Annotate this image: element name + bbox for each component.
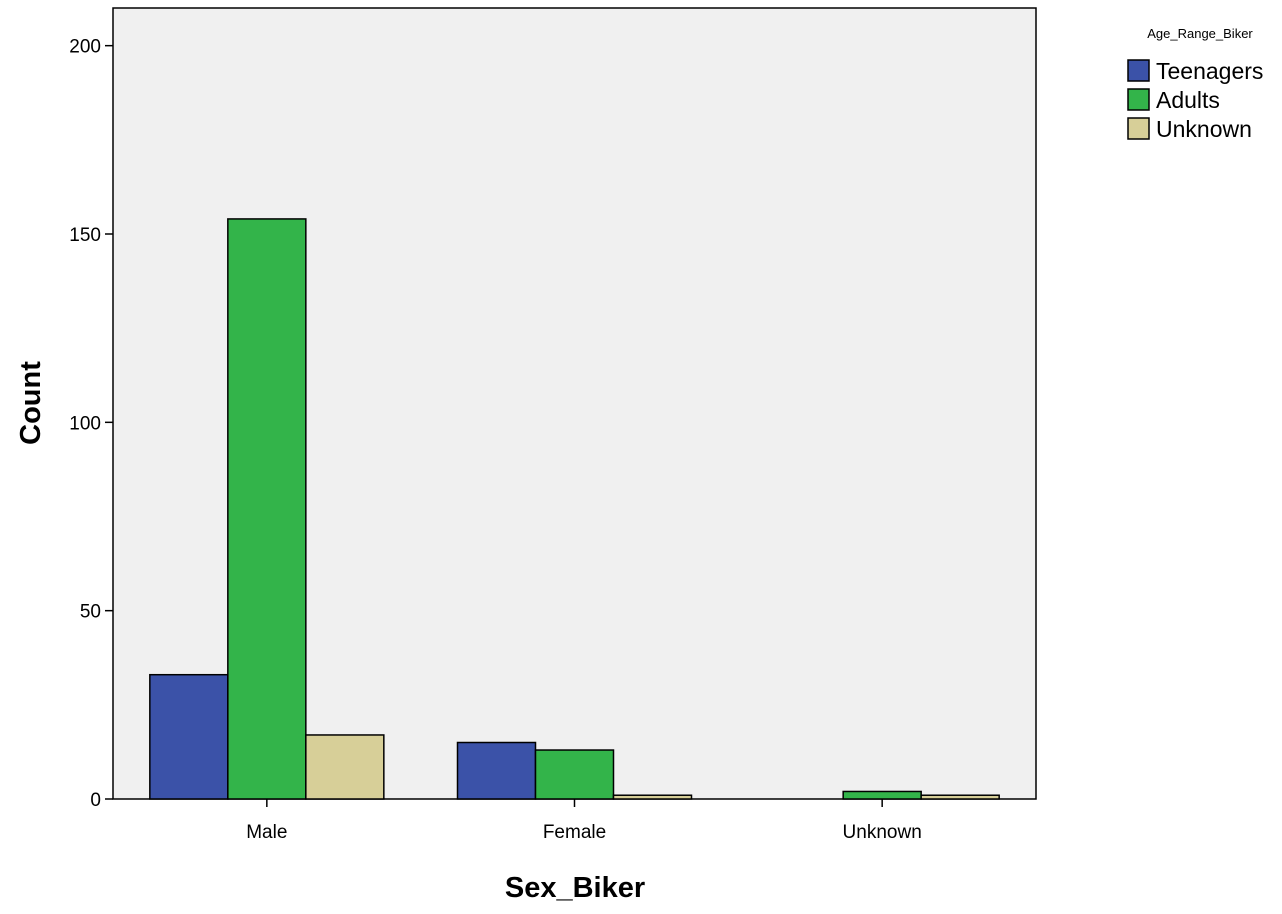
- y-tick-label: 0: [90, 790, 101, 811]
- bar-male-adults: [227, 218, 307, 800]
- bar-male-teenagers: [149, 673, 229, 800]
- legend-swatch-unknown: [1127, 117, 1150, 140]
- legend-label-unknown: Unknown: [1156, 116, 1252, 142]
- bars-layer: [149, 218, 1000, 800]
- bar-female-unknown: [612, 794, 693, 800]
- bar-male-unknown: [305, 734, 385, 800]
- bar-female-teenagers: [456, 741, 537, 800]
- x-axis-title: Sex_Biker: [505, 872, 645, 904]
- x-axis: Male Female Unknown: [246, 799, 922, 843]
- y-tick-label: 50: [80, 602, 101, 623]
- bar-unknown-adults: [842, 790, 922, 800]
- legend-title: Age_Range_Biker: [1147, 26, 1253, 41]
- bar-female-adults: [534, 749, 615, 800]
- legend-label-adults: Adults: [1156, 87, 1220, 113]
- y-tick-label: 150: [69, 225, 101, 246]
- y-tick-label: 200: [69, 37, 101, 58]
- legend-swatch-teenagers: [1127, 59, 1150, 82]
- x-tick-label: Unknown: [843, 822, 922, 843]
- y-axis: 0 50 100 150 200: [69, 37, 113, 811]
- legend-swatch-adults: [1127, 88, 1150, 111]
- legend: Age_Range_Biker Teenagers Adults Unknown: [1127, 26, 1263, 142]
- y-tick-label: 100: [69, 413, 101, 434]
- y-axis-title: Count: [15, 361, 47, 445]
- x-tick-label: Male: [246, 822, 287, 843]
- bar-unknown-unknown: [920, 794, 1000, 800]
- x-tick-label: Female: [543, 822, 606, 843]
- legend-label-teenagers: Teenagers: [1156, 58, 1263, 84]
